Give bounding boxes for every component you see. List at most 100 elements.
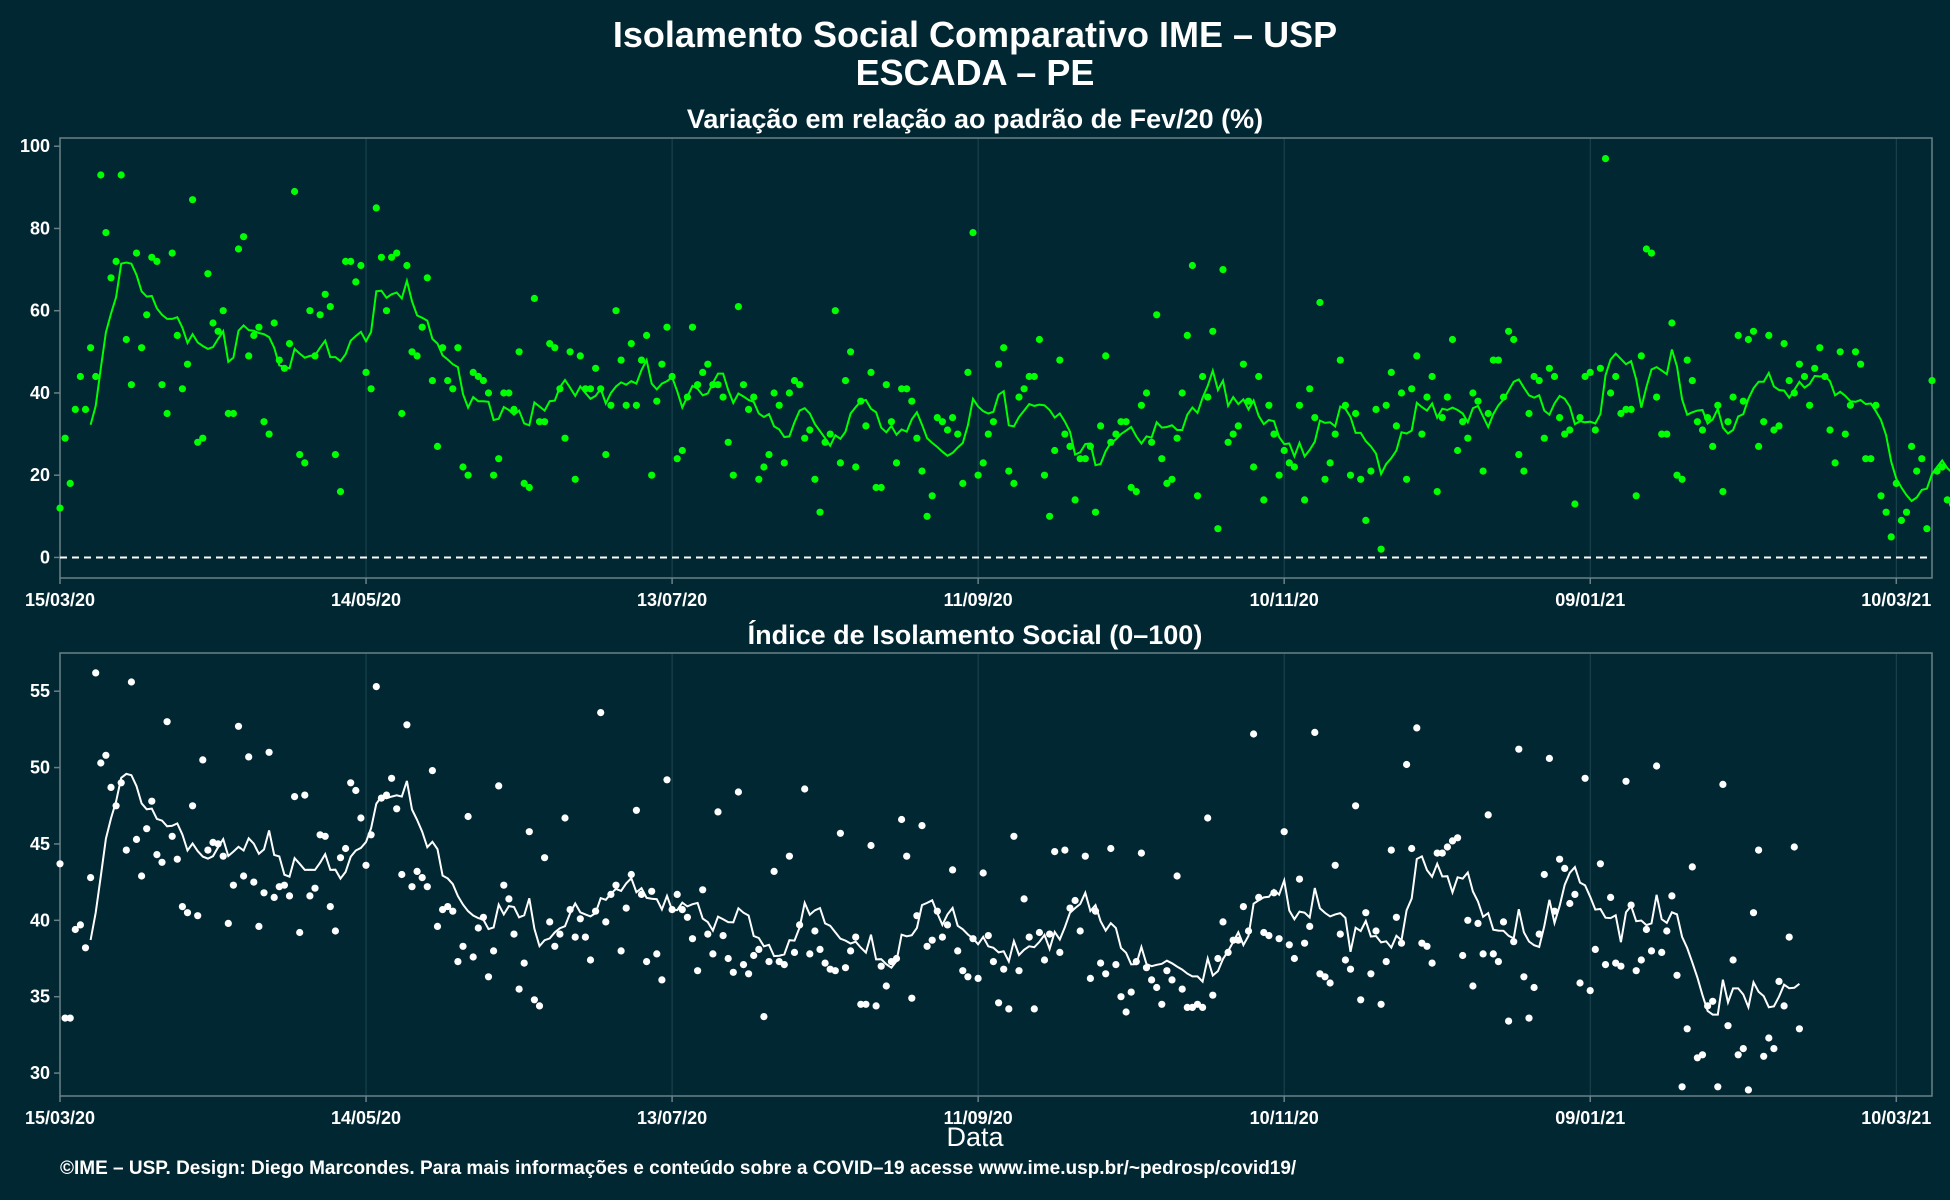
bottom-data-point: [760, 1013, 768, 1021]
bottom-data-point: [1678, 1083, 1686, 1091]
bottom-data-point: [1591, 945, 1599, 954]
top-data-point: [1173, 434, 1181, 442]
top-data-point: [362, 368, 370, 376]
top-data-point: [1724, 418, 1732, 426]
top-data-point: [780, 459, 788, 467]
top-data-point: [1729, 393, 1737, 401]
bottom-y-tick-label: 35: [30, 987, 50, 1007]
bottom-y-tick-label: 50: [30, 758, 50, 778]
top-data-point: [469, 368, 477, 376]
bottom-data-point: [831, 967, 839, 975]
top-data-point: [551, 344, 559, 352]
bottom-data-point: [1571, 890, 1579, 899]
bottom-data-point: [592, 907, 600, 915]
top-data-point: [1071, 496, 1079, 504]
top-data-point: [821, 438, 829, 446]
top-data-point: [943, 426, 952, 434]
bottom-data-point: [393, 805, 401, 813]
bottom-data-point: [311, 884, 319, 892]
top-data-point: [882, 381, 890, 389]
top-data-point: [250, 331, 258, 339]
top-data-point: [1647, 249, 1656, 257]
bottom-data-point: [1464, 916, 1472, 924]
bottom-data-point: [1214, 954, 1222, 963]
top-data-point: [1627, 405, 1635, 413]
top-data-point: [1046, 512, 1054, 520]
top-data-point: [1250, 463, 1258, 471]
bottom-data-point: [520, 959, 528, 967]
top-data-point: [163, 409, 171, 418]
bottom-data-point: [1637, 956, 1645, 964]
bottom-data-point: [428, 767, 436, 775]
bottom-data-point: [1749, 909, 1758, 917]
bottom-data-point: [556, 930, 564, 938]
top-data-point: [571, 475, 579, 483]
top-data-point: [1872, 401, 1880, 409]
top-data-point: [724, 438, 732, 446]
bottom-data-point: [403, 721, 411, 729]
bottom-data-point: [959, 967, 967, 975]
top-data-point: [816, 508, 824, 516]
top-data-point: [1806, 401, 1814, 409]
bottom-data-point: [1744, 1086, 1752, 1094]
bottom-data-point: [388, 774, 396, 782]
top-data-point: [510, 405, 518, 413]
top-data-point: [143, 311, 151, 319]
top-data-point: [1464, 434, 1472, 442]
top-data-point: [1280, 446, 1288, 455]
bottom-data-point: [1173, 872, 1181, 880]
top-data-point: [1622, 405, 1630, 413]
top-data-point: [1918, 455, 1926, 463]
bottom-data-point: [1413, 724, 1421, 732]
bottom-data-point: [372, 683, 380, 691]
top-data-point: [1535, 377, 1543, 385]
bottom-data-point: [173, 855, 181, 863]
top-data-point: [1540, 434, 1548, 442]
bottom-data-point: [1586, 987, 1594, 995]
bottom-data-point: [163, 718, 171, 726]
top-data-point: [372, 204, 380, 212]
bottom-data-point: [71, 925, 79, 934]
credit-text: ©IME – USP. Design: Diego Marcondes. Par…: [60, 1158, 1297, 1179]
top-data-point: [1377, 545, 1385, 553]
top-data-point: [66, 479, 74, 487]
bottom-data-point: [1704, 1002, 1712, 1010]
top-data-point: [658, 360, 666, 368]
top-data-point: [81, 405, 90, 413]
top-data-point: [1448, 335, 1457, 344]
top-data-point: [1275, 471, 1283, 479]
bottom-data-point: [1158, 1000, 1166, 1008]
top-data-point: [887, 418, 896, 426]
top-x-tick-label: 15/03/20: [25, 590, 95, 610]
top-data-point: [388, 253, 396, 261]
bottom-data-point: [867, 841, 875, 850]
bottom-data-point: [1204, 814, 1212, 822]
top-data-point: [566, 348, 574, 356]
bottom-data-point: [841, 964, 850, 972]
bottom-data-point: [1790, 843, 1798, 851]
top-data-point: [484, 389, 493, 397]
top-data-point: [1295, 401, 1304, 409]
bottom-data-point: [408, 883, 416, 891]
bottom-data-point: [668, 906, 676, 914]
top-data-point: [790, 377, 799, 385]
top-data-point: [750, 393, 758, 401]
top-data-point: [704, 360, 712, 368]
top-data-point: [903, 385, 911, 393]
top-data-point: [1790, 389, 1798, 397]
top-data-point: [734, 303, 743, 311]
top-data-point: [1795, 360, 1803, 368]
top-data-point: [1413, 352, 1421, 360]
bottom-data-point: [1397, 939, 1406, 947]
bottom-data-point: [240, 872, 248, 880]
top-data-point: [1556, 414, 1564, 422]
top-data-point: [1403, 475, 1411, 483]
top-data-point: [270, 319, 278, 327]
bottom-data-point: [474, 924, 482, 932]
top-data-point: [928, 492, 936, 500]
top-data-point: [1505, 327, 1513, 335]
top-data-point: [627, 340, 635, 348]
top-data-point: [1530, 372, 1538, 381]
bottom-data-point: [1392, 913, 1400, 921]
bottom-y-tick-label: 30: [30, 1063, 50, 1083]
